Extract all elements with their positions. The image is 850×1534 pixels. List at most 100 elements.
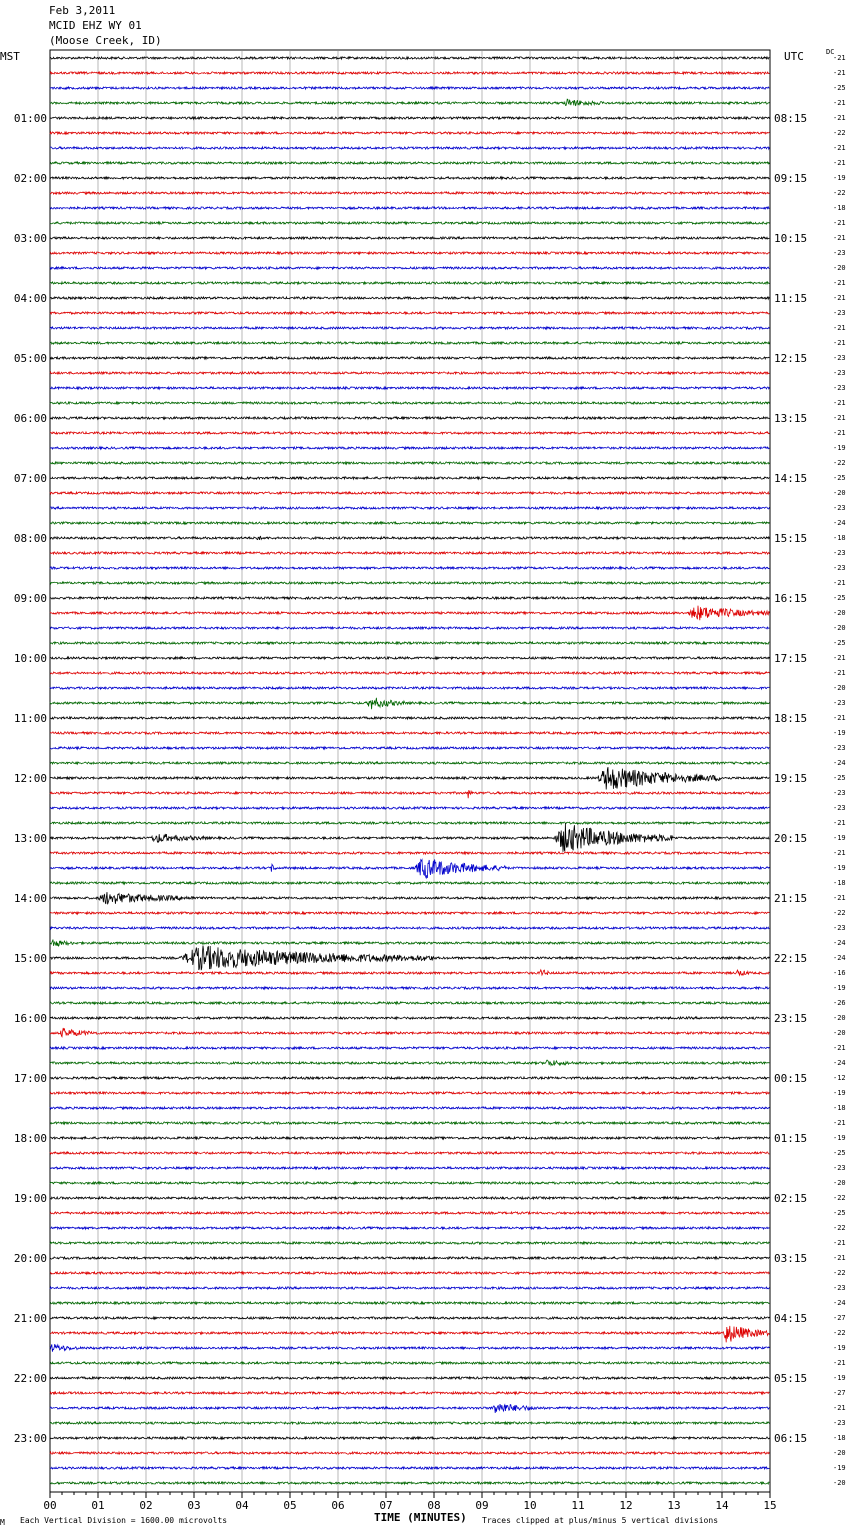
dc-offset-label: -25 xyxy=(833,84,846,92)
seismic-trace xyxy=(49,1240,770,1246)
seismic-trace xyxy=(49,1420,770,1426)
seismic-trace xyxy=(49,1450,770,1456)
dc-offset-label: -21 xyxy=(833,1239,846,1247)
seismic-trace xyxy=(49,1403,770,1414)
station-code: MCID EHZ WY 01 xyxy=(49,19,142,32)
left-hour-label: 23:00 xyxy=(14,1432,47,1445)
right-hour-label: 12:15 xyxy=(774,352,807,365)
dc-offset-label: -21 xyxy=(833,234,846,242)
dc-offset-label: -18 xyxy=(833,879,846,887)
x-tick-label: 13 xyxy=(667,1499,680,1512)
seismic-trace xyxy=(49,130,770,136)
right-hour-label: 20:15 xyxy=(774,832,807,845)
seismic-trace xyxy=(49,823,770,852)
dc-offset-label: -21 xyxy=(833,339,846,347)
seismic-trace xyxy=(50,1075,770,1081)
seismic-trace xyxy=(49,625,770,631)
x-tick-label: 00 xyxy=(43,1499,56,1512)
right-hour-label: 09:15 xyxy=(774,172,807,185)
dc-offset-label: -19 xyxy=(833,834,846,842)
dc-offset-label: -19 xyxy=(833,1464,846,1472)
dc-offset-label: -21 xyxy=(833,219,846,227)
x-tick-label: 10 xyxy=(523,1499,536,1512)
dc-offset-label: -21 xyxy=(833,714,846,722)
seismic-trace xyxy=(49,939,770,947)
clip-note: Traces clipped at plus/minus 5 vertical … xyxy=(482,1516,719,1525)
seismic-trace xyxy=(49,1480,770,1486)
dc-offset-label: -23 xyxy=(833,1164,846,1172)
dc-offset-label: -21 xyxy=(833,1359,846,1367)
dc-offset-label: -23 xyxy=(833,744,846,752)
dc-offset-label: -22 xyxy=(833,129,846,137)
seismic-trace xyxy=(49,505,770,511)
x-tick-label: 04 xyxy=(235,1499,249,1512)
dc-offset-label: -24 xyxy=(833,519,846,527)
dc-offset-label: -23 xyxy=(833,699,846,707)
dc-offset-label: -22 xyxy=(833,459,846,467)
dc-offset-label: -25 xyxy=(833,1149,846,1157)
scale-note: Each Vertical Division = 1600.00 microvo… xyxy=(20,1516,228,1525)
dc-offset-label: -20 xyxy=(833,489,846,497)
seismic-trace xyxy=(49,295,770,301)
dc-offset-label: -21 xyxy=(833,54,846,62)
dc-offset-label: -18 xyxy=(833,534,846,542)
dc-offset-label: -19 xyxy=(833,1344,846,1352)
x-tick-label: 08 xyxy=(427,1499,440,1512)
left-hour-label: 19:00 xyxy=(14,1192,47,1205)
dc-offset-label: -24 xyxy=(833,939,846,947)
seismic-trace xyxy=(49,805,770,811)
x-tick-label: 05 xyxy=(283,1499,296,1512)
x-tick-label: 11 xyxy=(571,1499,584,1512)
dc-offset-label: -23 xyxy=(833,789,846,797)
right-hour-label: 11:15 xyxy=(774,292,807,305)
dc-offset-label: -21 xyxy=(833,654,846,662)
seismic-trace xyxy=(49,415,770,421)
right-hour-label: 19:15 xyxy=(774,772,807,785)
seismic-trace xyxy=(49,310,770,316)
seismic-trace xyxy=(49,1150,770,1156)
right-hour-label: 14:15 xyxy=(774,472,807,485)
dc-offset-label: -19 xyxy=(833,984,846,992)
left-hour-label: 22:00 xyxy=(14,1372,47,1385)
dc-offset-label: -26 xyxy=(833,999,846,1007)
seismic-trace xyxy=(49,760,770,766)
seismic-trace xyxy=(49,605,770,621)
left-hour-label: 12:00 xyxy=(14,772,47,785)
seismic-trace xyxy=(49,685,770,691)
x-tick-label: 12 xyxy=(619,1499,632,1512)
seismic-trace xyxy=(49,715,770,721)
dc-offset-label: -23 xyxy=(833,924,846,932)
left-hour-label: 11:00 xyxy=(14,712,47,725)
dc-offset-header: DC xyxy=(826,48,835,56)
dc-offset-label: -19 xyxy=(833,174,846,182)
x-tick-label: 02 xyxy=(139,1499,152,1512)
seismic-trace xyxy=(49,1343,770,1352)
dc-offset-label: -18 xyxy=(833,1104,846,1112)
dc-offset-label: -23 xyxy=(833,354,846,362)
x-tick-label: 09 xyxy=(475,1499,488,1512)
seismic-trace xyxy=(49,925,770,931)
seismic-trace xyxy=(49,175,770,181)
seismic-trace xyxy=(49,1015,770,1021)
seismic-trace xyxy=(49,490,770,496)
dc-offset-label: -22 xyxy=(833,1194,846,1202)
right-hour-label: 22:15 xyxy=(774,952,807,965)
dc-offset-label: -21 xyxy=(833,114,846,122)
dc-offset-label: -24 xyxy=(833,1059,846,1067)
dc-offset-label: -21 xyxy=(833,819,846,827)
dc-offset-label: -21 xyxy=(833,1254,846,1262)
dc-offset-label: -20 xyxy=(833,684,846,692)
right-hour-label: 21:15 xyxy=(774,892,807,905)
seismic-trace xyxy=(49,850,770,856)
dc-offset-label: -23 xyxy=(833,369,846,377)
right-hour-label: 23:15 xyxy=(774,1012,807,1025)
dc-offset-label: -20 xyxy=(833,1179,846,1187)
record-date: Feb 3,2011 xyxy=(49,4,116,17)
dc-offset-label: -24 xyxy=(833,759,846,767)
left-hour-label: 06:00 xyxy=(14,412,47,425)
seismic-trace xyxy=(49,535,770,541)
dc-offset-label: -22 xyxy=(833,909,846,917)
seismic-trace xyxy=(49,460,770,466)
left-hour-label: 20:00 xyxy=(14,1252,47,1265)
